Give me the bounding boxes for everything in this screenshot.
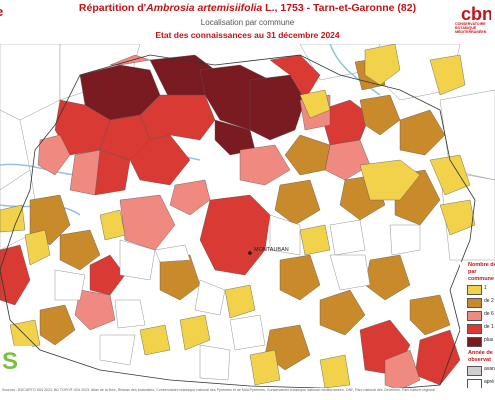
map-credits: Sources : BDCARTO IGN 2023, BD TOPO® IGN…: [0, 388, 495, 400]
communes-class-4: [0, 54, 461, 386]
legend-label: 1: [484, 285, 487, 291]
legend-title: Nombre de par commune: [468, 262, 495, 282]
cbn-logo-text: cbn: [461, 4, 491, 24]
legend-swatch: [467, 285, 482, 295]
legend-item: plus: [460, 335, 495, 348]
legend-swatch: [467, 324, 482, 334]
legend-label: aprè: [484, 379, 495, 385]
legend-label: plus: [484, 337, 494, 343]
legend-item: de 6: [460, 309, 495, 322]
legend-swatch: [467, 366, 482, 376]
legend-label: de 6: [484, 311, 494, 317]
communes-class-5: [79, 54, 306, 156]
map-legend: Nombre de par commune 1 de 2 de 6 de 1 p…: [460, 262, 495, 392]
legend-item: de 2: [460, 296, 495, 309]
cbn-caption: CONSERVATOIRE BOTANIQUE MÉDITERRANÉEN: [455, 22, 487, 34]
title-prefix: Répartition d': [78, 2, 147, 14]
legend-year-title: Année de observat: [468, 350, 493, 363]
region-logo-text: S: [2, 348, 19, 375]
legend-label: de 1: [484, 324, 494, 330]
legend-item: de 1: [460, 322, 495, 335]
map-date: Etat des connaissances au 31 décembre 20…: [155, 30, 340, 40]
communes-no-data: [54, 214, 421, 381]
department-outline: [0, 54, 476, 390]
map-subtitle: Localisation par commune: [200, 18, 295, 27]
legend-item: 1: [460, 283, 495, 296]
partner-logo: e: [0, 4, 3, 19]
legend-swatch: [467, 311, 482, 321]
map-header: e Répartition d'Ambrosia artemisiifolia …: [0, 0, 495, 44]
title-suffix: L., 1753 - Tarn-et-Garonne (82): [262, 2, 417, 14]
montauban-marker: [248, 251, 252, 255]
title-species: Ambrosia artemisiifolia: [146, 2, 263, 14]
map-title: Répartition d'Ambrosia artemisiifolia L.…: [0, 2, 495, 14]
legend-label: de 2: [484, 298, 494, 304]
communes-class-3: [37, 54, 421, 390]
communes-class-1: [0, 44, 476, 389]
region-logo: S: [0, 346, 32, 386]
commune-map[interactable]: [0, 44, 495, 390]
legend-swatch: [467, 298, 482, 308]
cbn-logo: cbn: [461, 4, 491, 24]
legend-label: avan: [484, 366, 495, 372]
legend-item: avan: [460, 364, 495, 377]
legend-swatch: [467, 337, 482, 347]
city-label-montauban: MONTAUBAN: [254, 247, 289, 253]
